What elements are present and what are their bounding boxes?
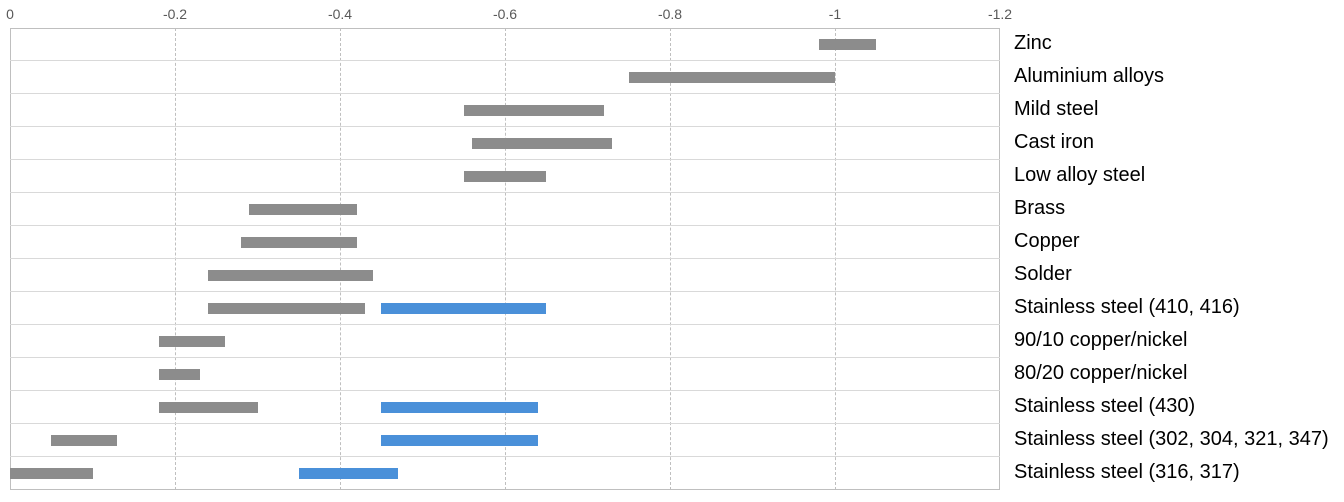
bar-primary	[10, 468, 93, 480]
axis-tick-label: -0.2	[163, 6, 187, 22]
bar-primary	[629, 72, 835, 84]
galvanic-series-chart: 0 -0.2 -0.4 -0.6 -0.8 -1 -1.2Zinc Aluminium all…	[0, 0, 1344, 502]
bar-secondary	[381, 435, 538, 447]
category-label: Stainless steel (410, 416)	[1014, 296, 1240, 319]
category-label: Zinc	[1014, 32, 1052, 55]
plot-area	[10, 28, 1000, 490]
chart-row	[10, 226, 1000, 259]
bar-primary	[208, 270, 373, 282]
axis-tick-label: -1.2	[988, 6, 1012, 22]
category-label: Stainless steel (316, 317)	[1014, 461, 1240, 484]
bar-primary	[159, 402, 258, 414]
category-label: Solder	[1014, 263, 1072, 286]
axis-tick-label: 0	[6, 6, 14, 22]
bar-primary	[241, 237, 357, 249]
bar-secondary	[299, 468, 398, 480]
bar-primary	[464, 105, 604, 117]
chart-row	[10, 457, 1000, 490]
chart-row	[10, 259, 1000, 292]
axis-tick-label: -1	[829, 6, 841, 22]
category-label: Mild steel	[1014, 98, 1098, 121]
bar-primary	[819, 39, 877, 51]
category-label: Stainless steel (430)	[1014, 395, 1195, 418]
bar-secondary	[381, 303, 546, 315]
chart-row	[10, 193, 1000, 226]
category-label: Low alloy steel	[1014, 164, 1145, 187]
bar-primary	[159, 336, 225, 348]
category-label: Cast iron	[1014, 131, 1094, 154]
chart-row	[10, 61, 1000, 94]
bar-primary	[51, 435, 117, 447]
bar-secondary	[381, 402, 538, 414]
category-label: 90/10 copper/nickel	[1014, 329, 1187, 352]
axis-tick-label: -0.4	[328, 6, 352, 22]
axis-tick-label: -0.6	[493, 6, 517, 22]
category-label: Copper	[1014, 230, 1080, 253]
bar-primary	[464, 171, 547, 183]
bar-primary	[249, 204, 356, 216]
category-label: Brass	[1014, 197, 1065, 220]
bar-primary	[159, 369, 200, 381]
bar-primary	[472, 138, 612, 150]
category-label: Stainless steel (302, 304, 321, 347)	[1014, 428, 1329, 451]
category-label: Aluminium alloys	[1014, 65, 1164, 88]
category-label: 80/20 copper/nickel	[1014, 362, 1187, 385]
bar-primary	[208, 303, 365, 315]
axis-tick-label: -0.8	[658, 6, 682, 22]
